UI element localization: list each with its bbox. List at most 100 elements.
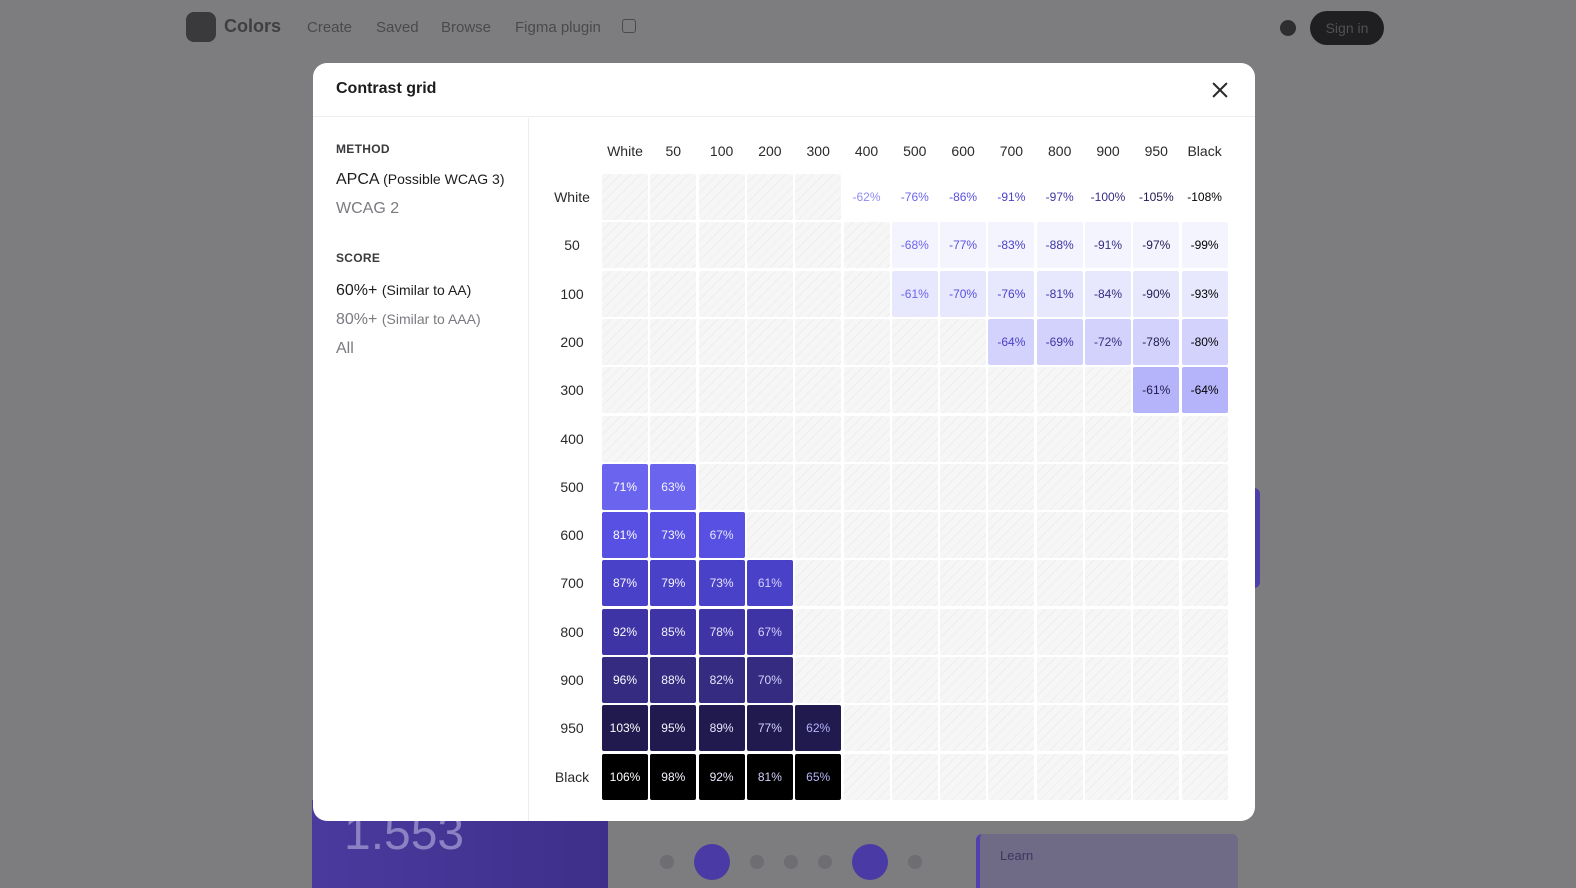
- row-header-100: 100: [560, 285, 584, 302]
- score-heading: SCORE: [336, 251, 381, 265]
- grid-cell-empty: [1181, 463, 1228, 510]
- grid-cell-white-on-600: -86%: [940, 174, 987, 220]
- method-option-apca[interactable]: APCA (Possible WCAG 3): [336, 171, 528, 189]
- grid-cell-empty: [1036, 608, 1083, 655]
- grid-cell-empty: [650, 415, 697, 462]
- grid-cell-empty: [650, 318, 697, 365]
- row-header-500: 500: [560, 478, 584, 495]
- grid-cell-empty: [1036, 657, 1083, 703]
- grid-cell-50-on-950: -97%: [1133, 222, 1180, 269]
- score-option-60[interactable]: 60%+ (Similar to AA): [336, 282, 528, 300]
- external-link-icon: [622, 19, 636, 33]
- options-sidebar: METHOD APCA (Possible WCAG 3) WCAG 2 SCO…: [313, 118, 529, 821]
- grid-cell-empty: [1133, 608, 1180, 655]
- grid-cell-empty: [988, 367, 1035, 414]
- close-icon[interactable]: [1207, 77, 1233, 103]
- grid-cell-empty: [1085, 608, 1131, 655]
- grid-cell-empty: [891, 705, 938, 752]
- grid-cell-empty: [602, 174, 648, 220]
- score-option-all[interactable]: All: [336, 340, 528, 358]
- logo-icon: [186, 12, 216, 42]
- grid-cell-empty: [650, 367, 697, 414]
- grid-cell-100-on-900: -84%: [1085, 270, 1131, 317]
- grid-cell-black-on-300: 65%: [795, 753, 842, 800]
- grid-cell-empty: [940, 318, 987, 365]
- grid-cell-black-on-50: 98%: [650, 753, 697, 800]
- grid-cell-black-on-100: 92%: [698, 753, 745, 800]
- row-header-50: 50: [564, 237, 580, 254]
- grid-cell-empty: [746, 463, 793, 510]
- grid-cell-empty: [1085, 415, 1131, 462]
- grid-cell-empty: [1085, 512, 1131, 559]
- background-learn-card: Learn: [976, 834, 1238, 888]
- grid-cell-50-on-black: -99%: [1181, 222, 1228, 269]
- pagination-dot: [784, 855, 798, 869]
- grid-cell-200-on-700: -64%: [988, 318, 1035, 365]
- grid-cell-white-on-950: -105%: [1133, 174, 1180, 220]
- grid-cell-empty: [698, 415, 745, 462]
- column-header-400: 400: [854, 143, 879, 159]
- grid-cell-white-on-800: -97%: [1036, 174, 1083, 220]
- grid-cell-700-on-white: 87%: [602, 560, 648, 607]
- row-header-600: 600: [560, 527, 584, 544]
- score-option-80[interactable]: 80%+ (Similar to AAA): [336, 311, 528, 329]
- grid-cell-200-on-950: -78%: [1133, 318, 1180, 365]
- grid-cell-950-on-300: 62%: [795, 705, 842, 752]
- grid-cell-black-on-200: 81%: [746, 753, 793, 800]
- grid-cell-800-on-50: 85%: [650, 608, 697, 655]
- pagination-dot: [660, 855, 674, 869]
- grid-cell-empty: [650, 222, 697, 269]
- grid-cell-empty: [843, 222, 890, 269]
- grid-cell-800-on-200: 67%: [746, 608, 793, 655]
- grid-cell-100-on-black: -93%: [1181, 270, 1228, 317]
- grid-cell-empty: [1036, 705, 1083, 752]
- contrast-grid-dialog: Contrast grid METHOD APCA (Possible WCAG…: [313, 63, 1255, 821]
- grid-cell-empty: [746, 222, 793, 269]
- grid-cell-empty: [795, 174, 842, 220]
- grid-cell-empty: [795, 560, 842, 607]
- grid-cell-empty: [891, 657, 938, 703]
- column-header-300: 300: [806, 143, 830, 159]
- grid-cell-900-on-100: 82%: [698, 657, 745, 703]
- method-heading: METHOD: [336, 142, 390, 156]
- grid-cell-white-on-500: -76%: [891, 174, 938, 220]
- grid-cell-empty: [940, 560, 987, 607]
- grid-cell-empty: [698, 270, 745, 317]
- grid-cell-empty: [843, 415, 890, 462]
- option-label: WCAG 2: [336, 200, 400, 217]
- grid-cell-empty: [650, 174, 697, 220]
- grid-cell-empty: [843, 367, 890, 414]
- grid-cell-white-on-black: -108%: [1181, 174, 1228, 220]
- contrast-grid: White 50 100 200 300 400 500 600 700 800 900 950 Bla…: [530, 118, 1255, 821]
- grid-cell-empty: [650, 270, 697, 317]
- column-header-800: 800: [1048, 143, 1072, 159]
- option-sublabel: (Possible WCAG 3): [383, 171, 505, 187]
- row-header-800: 800: [560, 623, 584, 640]
- grid-cell-empty: [843, 705, 890, 752]
- method-option-wcag2[interactable]: WCAG 2: [336, 200, 528, 218]
- pagination-dot-active: [694, 844, 730, 880]
- grid-cell-empty: [795, 657, 842, 703]
- grid-cell-empty: [795, 415, 842, 462]
- grid-cell-100-on-950: -90%: [1133, 270, 1180, 317]
- grid-cell-empty: [1181, 608, 1228, 655]
- grid-cell-empty: [698, 318, 745, 365]
- grid-cell-empty: [795, 608, 842, 655]
- grid-cell-950-on-white: 103%: [602, 705, 648, 752]
- grid-cell-empty: [1181, 560, 1228, 607]
- grid-cell-empty: [891, 367, 938, 414]
- grid-cell-empty: [1036, 512, 1083, 559]
- grid-cell-empty: [746, 415, 793, 462]
- grid-cell-white-on-900: -100%: [1085, 174, 1131, 220]
- option-sublabel: (Similar to AAA): [381, 311, 481, 327]
- grid-cell-empty: [1085, 463, 1131, 510]
- column-header-500: 500: [903, 143, 927, 159]
- row-header-700: 700: [560, 575, 584, 592]
- dialog-title: Contrast grid: [336, 80, 437, 97]
- grid-cell-empty: [698, 463, 745, 510]
- grid-cell-empty: [1085, 753, 1131, 800]
- grid-cell-950-on-100: 89%: [698, 705, 745, 752]
- sign-in-button: Sign in: [1310, 11, 1384, 45]
- grid-cell-50-on-500: -68%: [891, 222, 938, 269]
- column-header-950: 950: [1144, 143, 1168, 159]
